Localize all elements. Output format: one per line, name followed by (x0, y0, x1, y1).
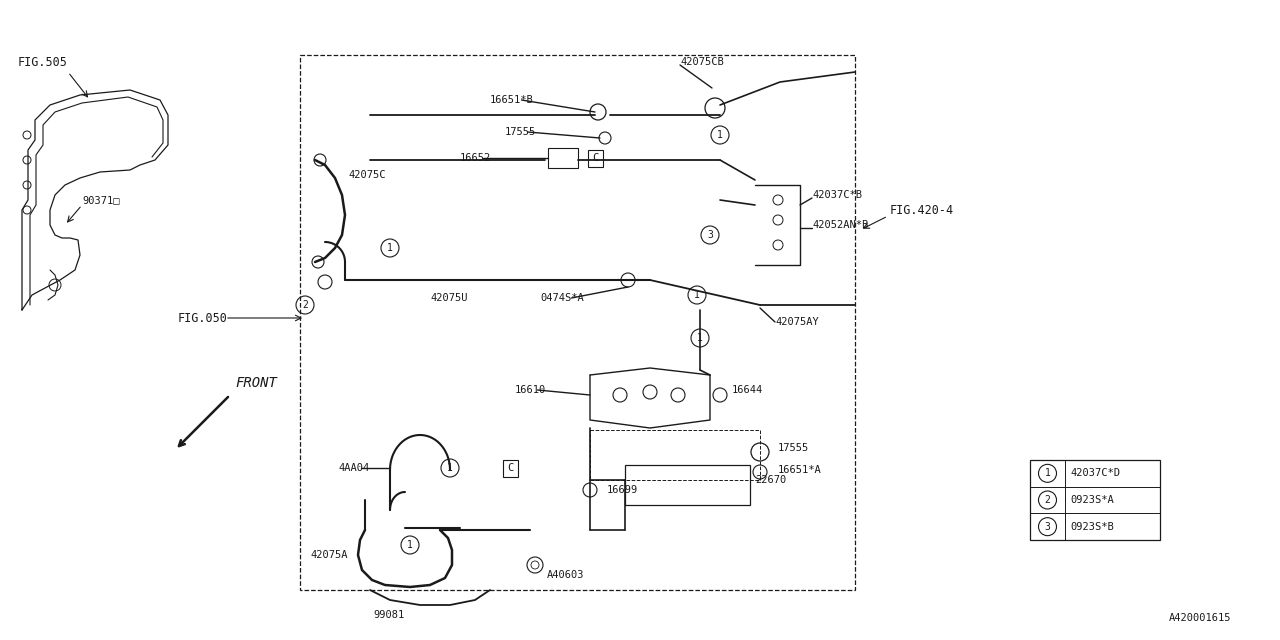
Text: 16699: 16699 (607, 485, 639, 495)
Bar (503, 460, 517, 477)
Text: FIG.505: FIG.505 (18, 56, 68, 68)
Text: 42037C*D: 42037C*D (1070, 468, 1120, 478)
Text: 1: 1 (407, 540, 413, 550)
Text: 4AA04: 4AA04 (338, 463, 369, 473)
Text: 16610: 16610 (515, 385, 547, 395)
Text: 3: 3 (1044, 522, 1051, 532)
Text: A40603: A40603 (547, 570, 585, 580)
Bar (625, 465, 750, 505)
Text: 42075CB: 42075CB (680, 57, 723, 67)
Text: 0474S*A: 0474S*A (540, 293, 584, 303)
Text: 1: 1 (447, 463, 453, 473)
Text: C: C (591, 153, 598, 163)
Bar (300, 55, 855, 590)
Text: 16652: 16652 (460, 153, 492, 163)
Text: 1: 1 (1044, 468, 1051, 478)
Text: 42037C*B: 42037C*B (812, 190, 861, 200)
Text: 16644: 16644 (732, 385, 763, 395)
Text: 1: 1 (698, 333, 703, 343)
Text: A420001615: A420001615 (1169, 613, 1231, 623)
Text: FIG.050: FIG.050 (178, 312, 228, 324)
Text: 2: 2 (302, 300, 308, 310)
Bar (1030, 460, 1160, 540)
Text: 1: 1 (717, 130, 723, 140)
Text: 42075C: 42075C (348, 170, 385, 180)
Text: 1: 1 (387, 243, 393, 253)
Text: 42052AN*B: 42052AN*B (812, 220, 868, 230)
Text: 0923S*B: 0923S*B (1070, 522, 1114, 532)
Bar (588, 150, 603, 166)
Text: 99081: 99081 (372, 610, 404, 620)
Text: C: C (507, 463, 513, 473)
Text: 1: 1 (694, 290, 700, 300)
Text: FRONT: FRONT (236, 376, 276, 390)
Text: 42075U: 42075U (430, 293, 467, 303)
Text: 42075A: 42075A (310, 550, 347, 560)
Text: 16651*A: 16651*A (778, 465, 822, 475)
Bar (590, 430, 760, 480)
Text: FIG.420-4: FIG.420-4 (890, 204, 954, 216)
Text: 0923S*A: 0923S*A (1070, 495, 1114, 505)
Text: 90371□: 90371□ (82, 195, 119, 205)
Text: 17555: 17555 (778, 443, 809, 453)
Text: 3: 3 (707, 230, 713, 240)
Text: 22670: 22670 (755, 475, 786, 485)
Text: 2: 2 (1044, 495, 1051, 505)
Bar (548, 148, 579, 168)
Text: 17555: 17555 (506, 127, 536, 137)
Text: 16651*B: 16651*B (490, 95, 534, 105)
Text: 42075AY: 42075AY (774, 317, 819, 327)
